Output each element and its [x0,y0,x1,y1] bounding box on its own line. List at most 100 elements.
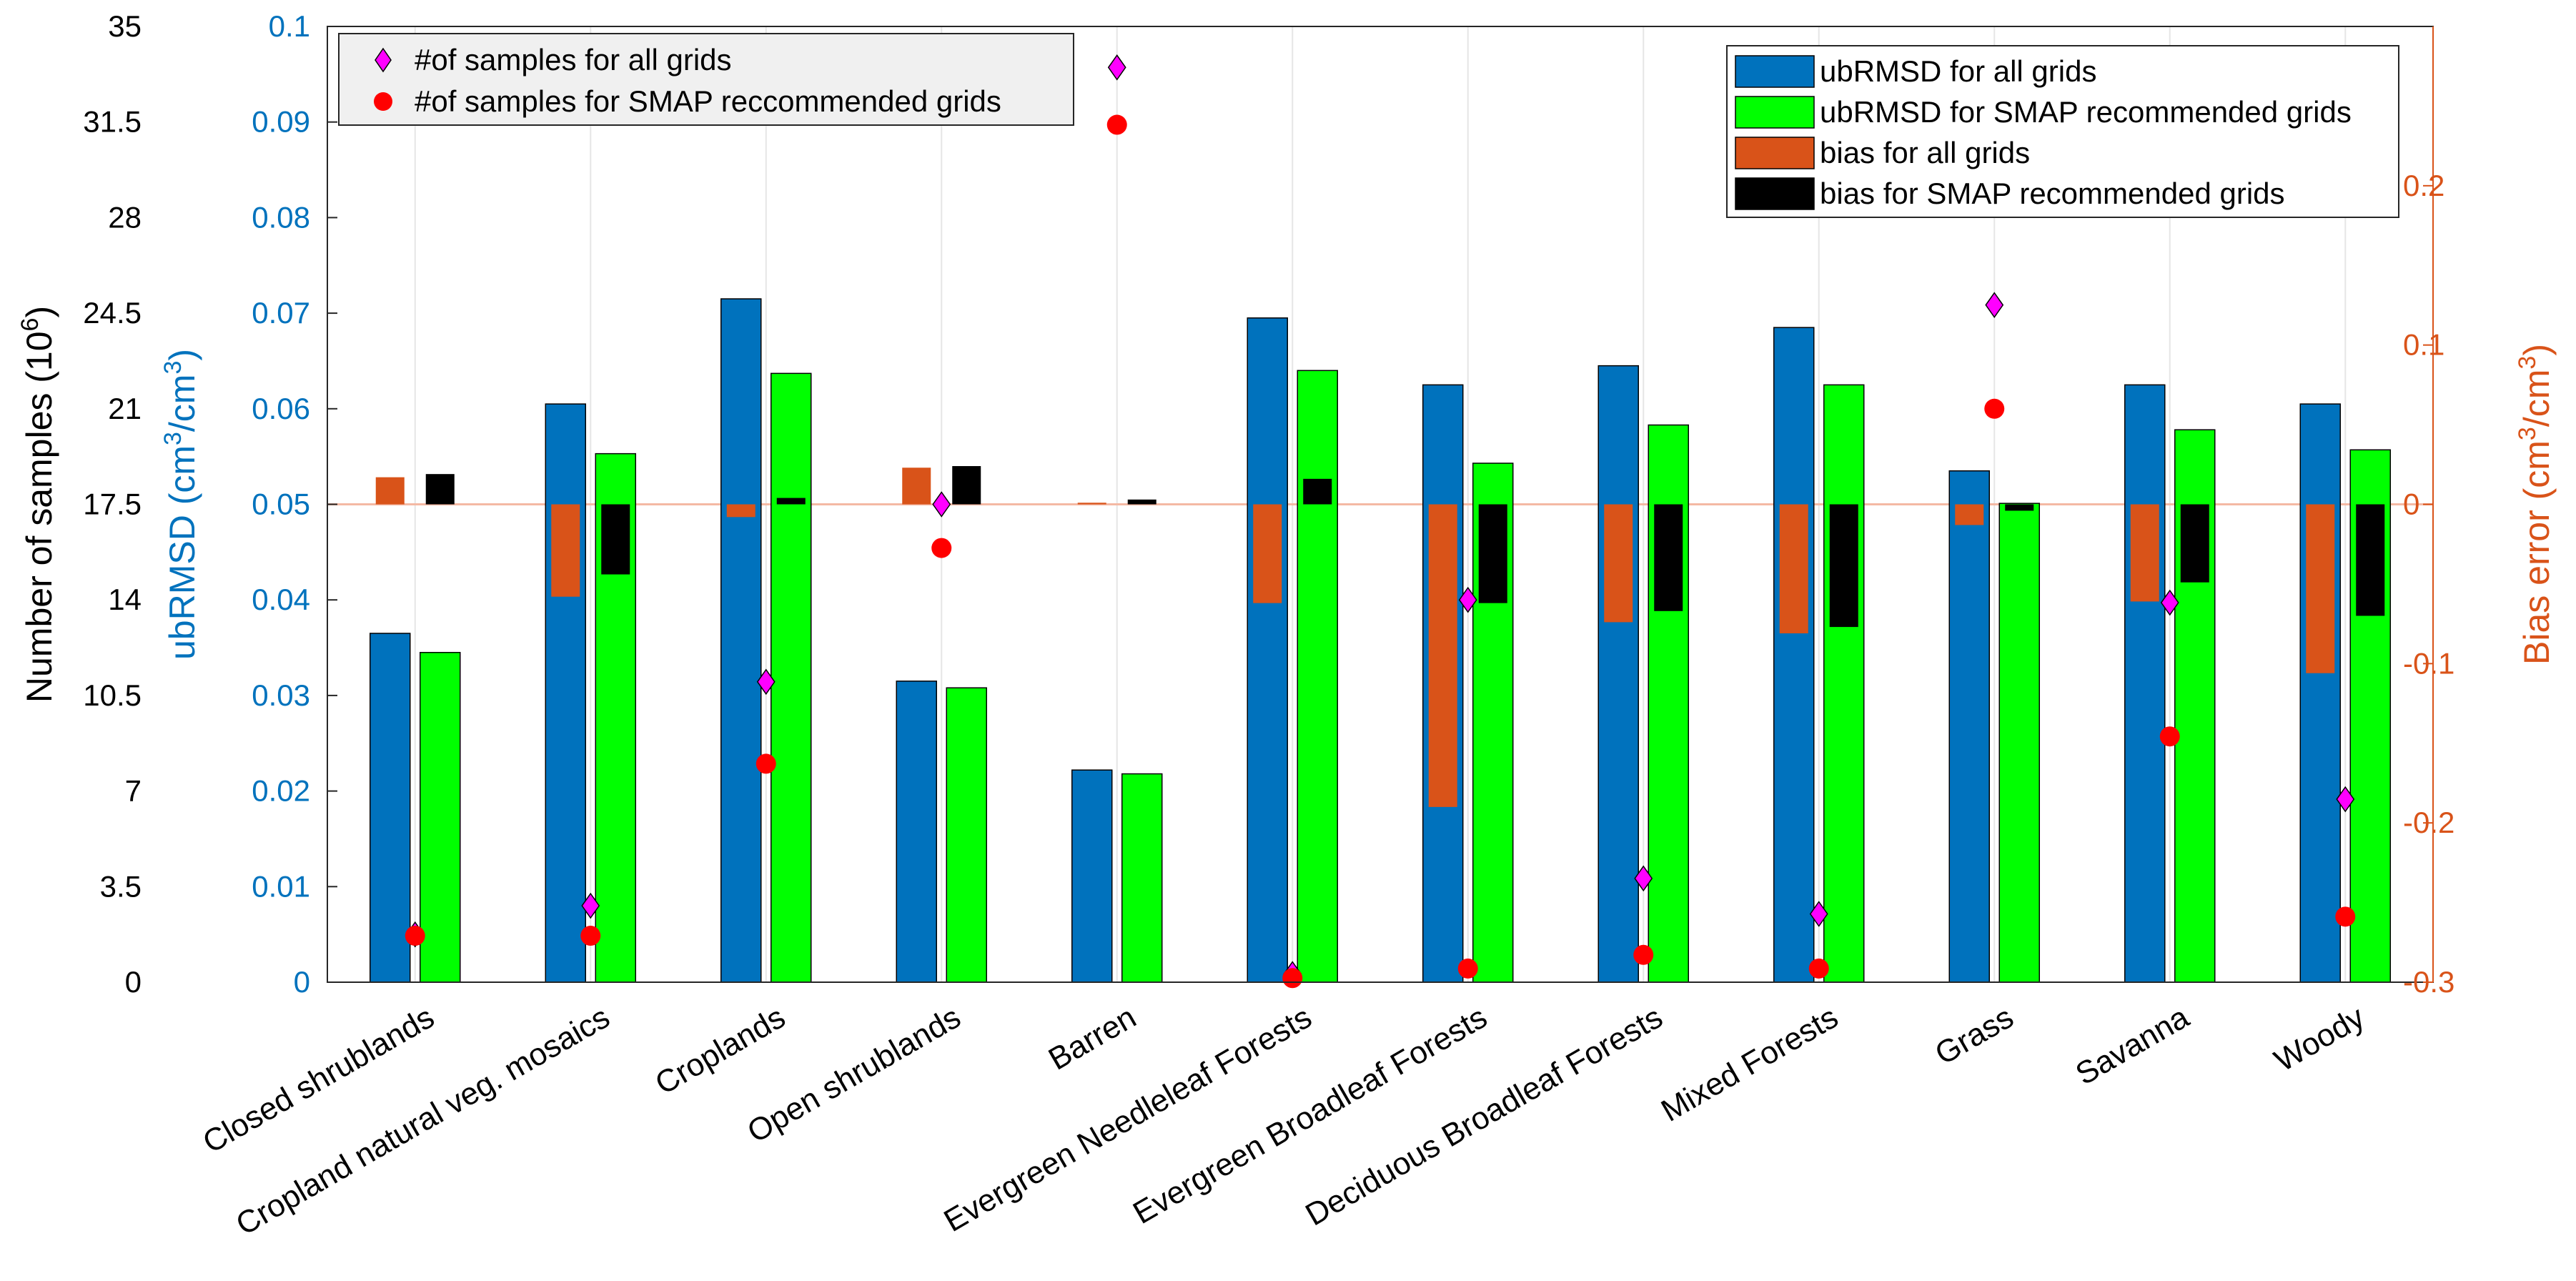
bias-all-bar [375,477,405,505]
legend-ubrmsd-smap-label: ubRMSD for SMAP recommended grids [1820,95,2352,129]
bias-axis-title: Bias error (cm3/cm3) [2514,344,2557,665]
samples-smap-circle [1106,114,1127,135]
category-label: Mixed Forests [1655,999,1844,1129]
ubrmsd-tick-label: 0 [294,965,310,999]
ubrmsd-tick-label: 0.1 [269,9,310,43]
samples-tick-label: 3.5 [100,869,142,903]
samples-smap-circle [1457,958,1478,979]
category-label: Savanna [2070,999,2195,1092]
samples-all-diamond [1634,865,1653,892]
ubrmsd-axis-title-mid: /cm [162,375,202,432]
bias-smap-bar [776,498,806,505]
bias-all-bar [2130,504,2159,602]
bias-axis-title-end: ) [2517,344,2557,356]
samples-all-diamond [932,491,951,518]
samples-axis-title: Number of samples (106) [16,306,59,703]
bias-axis-title-mid: /cm [2517,370,2557,427]
legend-markers: #of samples for all grids #of samples for… [338,33,1074,126]
samples-all-diamond [2160,589,2179,616]
legend-bias-all-swatch [1735,137,1815,169]
ubrmsd-axis-title-sup: 3 [159,432,187,445]
legend-ubrmsd-smap-swatch [1735,96,1815,129]
ubrmsd-tick-label: 0.02 [252,774,310,808]
ubrmsd-tick-label: 0.05 [252,488,310,521]
samples-all-diamond [1985,292,2004,318]
ubrmsd-all-bar [1597,365,1639,983]
ubrmsd-smap-bar [420,651,461,983]
ubrmsd-tick-label: 0.07 [252,296,310,330]
ubrmsd-all-bar [1247,317,1288,983]
samples-smap-circle [931,538,952,558]
bias-all-bar [1604,504,1633,623]
bias-all-bar [2306,504,2335,673]
ubrmsd-all-bar [1071,769,1113,983]
samples-all-diamond [1458,586,1477,613]
legend-diamond-label: #of samples for all grids [415,43,732,76]
samples-axis-title-end: ) [19,306,59,318]
bias-tick-label: -0.3 [2403,965,2454,999]
ubrmsd-smap-bar [771,372,812,983]
bias-smap-bar [952,466,981,505]
samples-all-diamond [2336,786,2355,813]
ubrmsd-smap-bar [1998,503,2040,983]
samples-smap-circle [2335,906,2356,927]
samples-tick-label: 14 [108,583,142,616]
bias-all-bar [1955,504,1984,525]
bias-smap-bar [1478,504,1507,603]
bias-all-bar [726,504,756,518]
samples-smap-circle [1633,944,1654,965]
bias-smap-bar [2180,504,2209,583]
samples-smap-circle [580,926,601,946]
bias-all-bar [1077,503,1106,505]
legend-bias-all-label: bias for all grids [1820,136,2030,169]
bias-smap-bar [2005,504,2034,511]
ubrmsd-smap-bar [946,687,987,983]
legend-bars-box [1726,45,2399,218]
samples-tick-label: 17.5 [83,488,142,521]
legend-diamond-swatch [375,47,392,73]
ubrmsd-all-bar [720,298,762,983]
samples-all-diamond [756,668,776,696]
bias-smap-bar [1829,504,1858,628]
ubrmsd-tick-label: 0.09 [252,105,310,139]
bias-tick-label: 0.1 [2403,328,2444,362]
ubrmsd-tick-label: 0.01 [252,869,310,903]
samples-tick-label: 31.5 [83,105,142,139]
bias-tick-label: -0.1 [2403,646,2454,680]
samples-tick-label: 0 [125,965,142,999]
samples-tick-label: 7 [125,774,142,808]
ubrmsd-all-bar [1948,470,1990,983]
bias-all-bar [1428,504,1457,807]
ubrmsd-tick-label: 0.04 [252,583,310,616]
bias-all-bar [1779,504,1808,633]
samples-tick-label: 35 [108,9,142,43]
samples-smap-circle [405,926,425,946]
bias-smap-bar [601,504,630,575]
samples-smap-circle [1282,968,1303,989]
ubrmsd-axis-title: ubRMSD (cm3/cm3) [159,349,202,660]
bias-axis-title-sup2: 3 [2514,356,2541,370]
bias-tick-label: 0.2 [2403,169,2444,202]
samples-tick-label: 10.5 [83,678,142,712]
ubrmsd-axis-title-main: ubRMSD (cm [162,445,202,660]
bias-tick-label: -0.2 [2403,806,2454,839]
category-label: Grass [1929,999,2019,1072]
samples-tick-label: 21 [108,392,142,425]
bias-all-bar [551,504,580,597]
category-label: Croplands [650,999,791,1102]
legend-ubrmsd-all-label: ubRMSD for all grids [1820,54,2096,88]
legend-bias-smap-label: bias for SMAP recommended grids [1820,177,2285,210]
legend-circle-swatch [374,92,392,111]
samples-all-diamond [1107,54,1126,81]
legend-circle-label: #of samples for SMAP reccommended grids [415,84,1001,118]
category-label: Woody [2269,999,2370,1079]
bars-layer [370,298,2391,983]
ubrmsd-smap-bar [1121,773,1163,983]
bias-axis-title-main: Bias error (cm [2517,440,2557,665]
samples-smap-circle [1984,398,2005,419]
ubrmsd-axis-title-end: ) [162,349,202,361]
bias-smap-bar [2356,504,2385,616]
samples-all-diamond [581,892,600,919]
ubrmsd-axis-title-sup2: 3 [159,361,187,375]
